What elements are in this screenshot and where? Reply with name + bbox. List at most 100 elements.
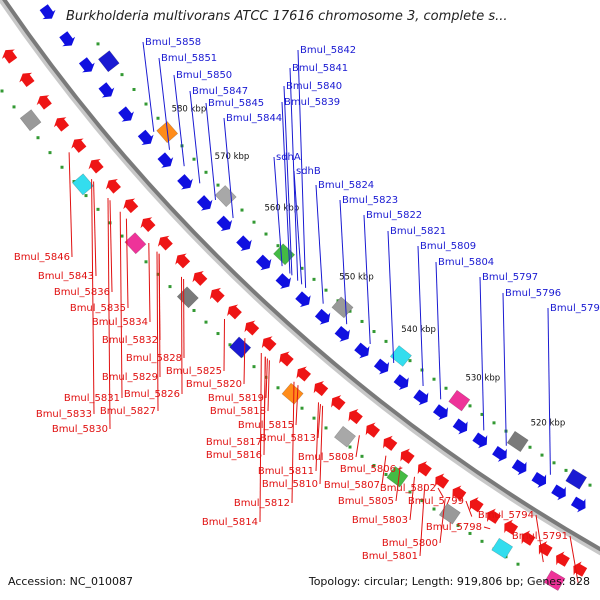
tick-dot xyxy=(384,472,388,476)
forward-gene-arrow xyxy=(59,31,76,47)
reverse-gene-label: Bmul_5828 xyxy=(126,353,182,364)
map-title: Burkholderia multivorans ATCC 17616 chro… xyxy=(66,9,508,24)
forward-gene-label: Bmul_5851 xyxy=(161,53,217,64)
reverse-gene-label: Bmul_5819 xyxy=(208,393,264,404)
forward-gene-arrow xyxy=(98,82,115,98)
forward-leader-line xyxy=(387,230,395,364)
reverse-gene-arrow xyxy=(0,21,2,41)
reverse-leader-line xyxy=(243,338,246,385)
reverse-gene-label: Bmul_5802 xyxy=(380,483,436,494)
forward-gene-label: Bmul_5844 xyxy=(226,113,282,124)
reverse-gene-label: Bmul_5799 xyxy=(408,496,464,507)
gene-arrow xyxy=(373,358,390,375)
gene-arrow xyxy=(118,106,134,122)
forward-gene-arrow xyxy=(393,374,409,391)
tick-dot xyxy=(204,170,208,174)
reverse-gene-label: Bmul_5806 xyxy=(340,464,396,475)
reverse-gene-arrow xyxy=(209,287,225,303)
forward-gene-arrow xyxy=(236,235,252,251)
gene-arrow xyxy=(521,530,536,546)
tick-dot xyxy=(420,368,424,372)
tick-dot xyxy=(408,490,412,494)
tick-dot xyxy=(0,89,4,93)
forward-leader-line xyxy=(417,245,424,387)
reverse-gene-arrow xyxy=(192,270,208,286)
accession-text: Accession: NC_010087 xyxy=(8,575,134,588)
tick-dot xyxy=(144,102,148,106)
forward-gene-label: Bmul_5809 xyxy=(420,241,476,252)
gene-arrow xyxy=(19,72,35,88)
reverse-gene-label: Bmul_5815 xyxy=(238,420,294,431)
tick-dot xyxy=(468,404,472,408)
forward-gene-block xyxy=(506,430,529,453)
kbp-tick-label: 580 kbp xyxy=(172,104,207,114)
tick-dot xyxy=(324,426,328,430)
gene-arrow xyxy=(331,395,346,411)
forward-leader-line xyxy=(281,101,291,274)
reverse-leader-line xyxy=(291,381,295,504)
backbone-shadow xyxy=(0,0,600,556)
forward-gene-arrow xyxy=(334,325,350,342)
tick-dot xyxy=(60,165,64,169)
gene-block xyxy=(176,286,199,309)
reverse-leader-line xyxy=(107,197,111,430)
reverse-gene-block xyxy=(19,109,42,132)
gene-arrow xyxy=(570,496,586,513)
gene-arrow xyxy=(36,95,52,110)
tick-dot xyxy=(528,445,532,449)
gene-arrow xyxy=(348,409,363,425)
reverse-gene-arrow xyxy=(227,304,242,320)
forward-gene-label: Bmul_5858 xyxy=(145,37,201,48)
forward-leader-line xyxy=(435,261,442,400)
tick-dot xyxy=(252,365,256,369)
gene-features xyxy=(0,4,588,591)
gene-arrow xyxy=(492,446,507,462)
reverse-gene-arrow xyxy=(105,179,121,194)
gene-arrow xyxy=(98,82,115,98)
gene-arrow xyxy=(417,461,432,477)
reverse-gene-arrow xyxy=(452,485,467,501)
forward-gene-block xyxy=(565,468,588,490)
reverse-gene-label: Bmul_5832 xyxy=(102,335,158,346)
reverse-leader-line xyxy=(439,498,446,544)
reverse-gene-block xyxy=(543,570,566,591)
tick-dot xyxy=(492,421,496,425)
forward-gene-arrow xyxy=(452,418,468,435)
reverse-gene-label: Bmul_5826 xyxy=(124,389,180,400)
gene-arrow xyxy=(313,381,329,397)
reverse-gene-label: Bmul_5808 xyxy=(298,452,354,463)
reverse-gene-label: Bmul_5814 xyxy=(202,517,258,528)
gene-block xyxy=(72,173,94,196)
tick-dot xyxy=(360,319,364,323)
forward-leader-line xyxy=(223,117,234,219)
gene-arrow xyxy=(209,287,225,303)
reverse-gene-label: Bmul_5820 xyxy=(186,379,242,390)
tick-dot xyxy=(96,42,100,46)
tick-dot xyxy=(300,266,304,270)
tick-dot xyxy=(384,339,388,343)
reverse-gene-arrow xyxy=(1,49,18,64)
tick-dot xyxy=(264,232,268,236)
gene-arrow xyxy=(354,342,370,359)
kbp-tick-label: 540 kbp xyxy=(401,325,436,335)
reverse-gene-arrow xyxy=(244,320,260,336)
gene-arrow xyxy=(511,459,527,476)
gene-arrow xyxy=(157,235,173,251)
forward-gene-block xyxy=(214,185,237,208)
forward-gene-label: Bmul_5840 xyxy=(286,81,342,92)
reverse-gene-arrow xyxy=(157,235,173,251)
kbp-tick-label: 550 kbp xyxy=(339,273,374,283)
forward-leader-line xyxy=(315,184,324,304)
gene-block xyxy=(506,430,529,453)
gene-block xyxy=(543,570,566,591)
reverse-gene-arrow xyxy=(279,351,294,367)
tick-dot xyxy=(432,377,436,381)
gene-block xyxy=(214,185,237,208)
reverse-leader-line xyxy=(259,352,262,523)
tick-dot xyxy=(348,309,352,313)
gene-arrow xyxy=(1,49,18,64)
reverse-gene-block xyxy=(491,537,514,559)
forward-gene-label: sdhA xyxy=(276,152,301,163)
tick-dot xyxy=(312,277,316,281)
